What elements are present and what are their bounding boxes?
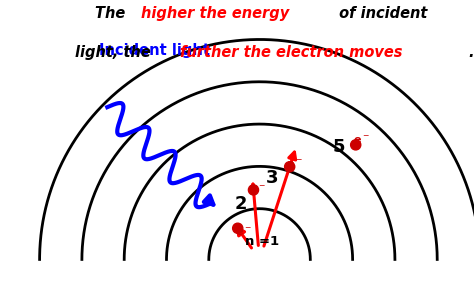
Circle shape (233, 223, 243, 233)
Text: The: The (95, 6, 130, 21)
Circle shape (284, 162, 295, 172)
Text: further the electron moves: further the electron moves (180, 45, 402, 60)
Text: 5: 5 (332, 138, 345, 156)
Text: 3: 3 (266, 169, 278, 187)
Text: Incident light: Incident light (99, 43, 210, 58)
Text: of incident: of incident (334, 6, 427, 21)
Circle shape (248, 185, 258, 195)
Text: 2: 2 (235, 195, 247, 213)
Circle shape (351, 140, 361, 150)
Text: higher the energy: higher the energy (141, 6, 290, 21)
Text: e$^-$: e$^-$ (286, 159, 302, 170)
Text: .: . (468, 45, 474, 60)
Text: e$^-$: e$^-$ (249, 185, 266, 196)
Text: e$^-$: e$^-$ (353, 135, 370, 146)
Text: light, the: light, the (74, 45, 155, 60)
Text: e$^-$: e$^-$ (235, 227, 252, 238)
Text: n =1: n =1 (246, 235, 280, 248)
